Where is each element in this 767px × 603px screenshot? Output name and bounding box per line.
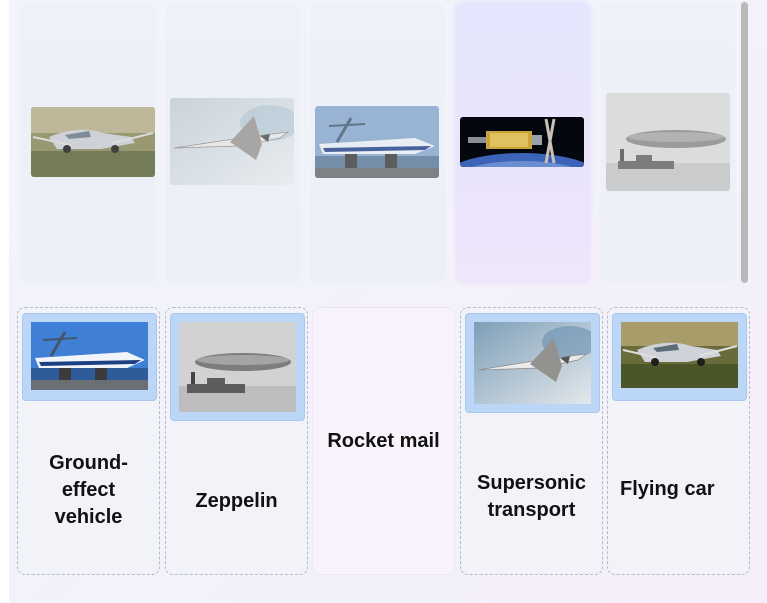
slot-label: Ground- effect vehicle — [49, 452, 128, 528]
slot-label: Rocket mail — [327, 430, 440, 452]
zeppelin-image — [606, 93, 730, 191]
slot-label: Zeppelin — [195, 490, 278, 512]
card-flying-car[interactable] — [18, 0, 158, 286]
slot-label: Flying car — [620, 478, 715, 500]
flying-car-image — [621, 322, 738, 388]
slot-zeppelin[interactable]: Zeppelin — [165, 307, 308, 575]
slot-rocket-mail[interactable]: Rocket mail — [312, 307, 455, 575]
zeppelin-image — [179, 322, 296, 412]
slot-image-frame[interactable] — [22, 313, 157, 401]
card-rocket-mail[interactable] — [453, 0, 593, 286]
ground-effect-vehicle-image — [315, 106, 439, 178]
slot-ground-effect-vehicle[interactable]: Ground- effect vehicle — [17, 307, 160, 575]
flying-car-image — [31, 107, 155, 177]
slot-label: Supersonic transport — [477, 472, 586, 521]
slot-image-frame[interactable] — [612, 313, 747, 401]
card-supersonic-transport[interactable] — [163, 0, 303, 286]
supersonic-transport-image — [474, 322, 591, 404]
card-ground-effect-vehicle[interactable] — [308, 0, 448, 286]
tray-scrollbar-thumb[interactable] — [741, 2, 748, 283]
image-card-tray — [12, 0, 739, 290]
slot-flying-car[interactable]: Flying car — [607, 307, 750, 575]
ground-effect-vehicle-image — [31, 322, 148, 390]
slot-image-frame[interactable] — [170, 313, 305, 421]
slot-supersonic-transport[interactable]: Supersonic transport — [460, 307, 603, 575]
supersonic-transport-image — [170, 98, 294, 185]
left-edge — [0, 0, 9, 603]
card-zeppelin[interactable] — [598, 0, 738, 286]
slot-image-frame[interactable] — [465, 313, 600, 413]
rocket-mail-image — [460, 117, 584, 167]
